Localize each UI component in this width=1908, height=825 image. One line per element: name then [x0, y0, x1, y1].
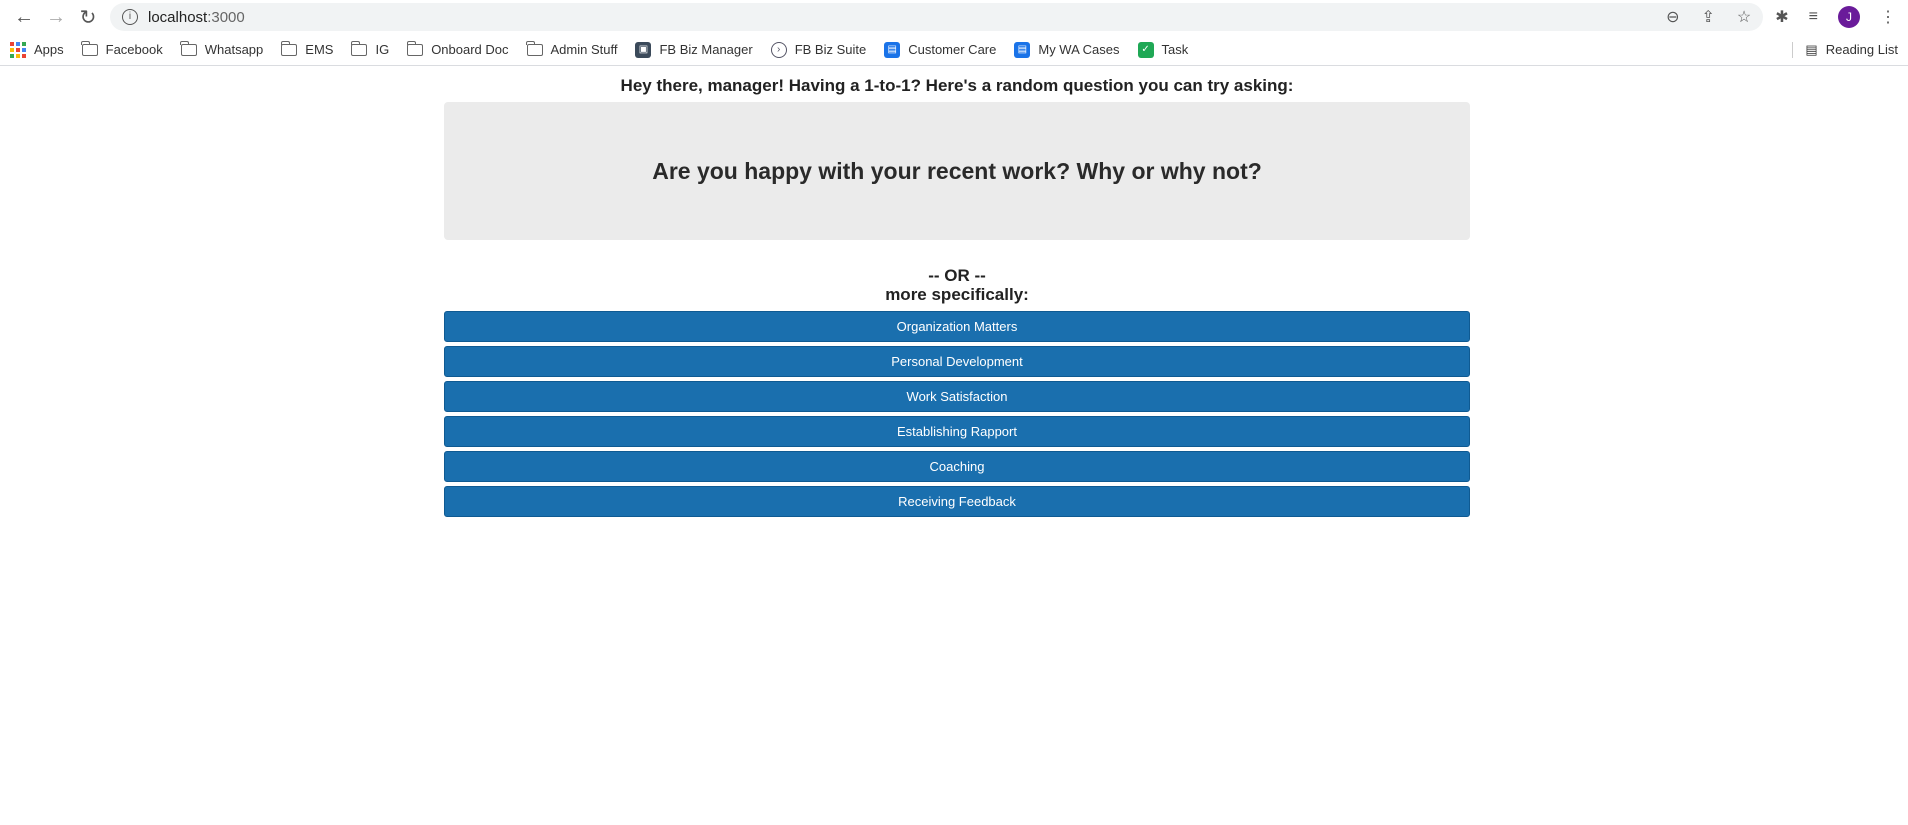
bookmark-ems[interactable]: EMS [280, 40, 334, 57]
bookmark-task[interactable]: ✓ Task [1137, 41, 1189, 58]
task-check-icon: ✓ [1137, 41, 1154, 58]
media-control-icon[interactable]: ≡ [1808, 8, 1818, 25]
bookmark-label: Whatsapp [204, 42, 264, 57]
random-question-card: Are you happy with your recent work? Why… [444, 102, 1470, 240]
or-label: -- OR -- [928, 266, 986, 285]
forward-icon[interactable]: → [46, 5, 66, 28]
bookmark-whatsapp[interactable]: Whatsapp [180, 40, 264, 57]
category-establishing-rapport-button[interactable]: Establishing Rapport [444, 416, 1470, 447]
bookmark-label: Admin Stuff [550, 42, 618, 57]
address-bar[interactable]: i localhost:3000 ⊖ ⇪ ☆ [110, 3, 1764, 31]
folder-icon [280, 40, 298, 56]
more-specifically-label: more specifically: [885, 285, 1029, 304]
bookmark-label: FB Biz Manager [659, 42, 753, 57]
bookmark-label: My WA Cases [1038, 42, 1120, 57]
reading-list-label: Reading List [1825, 42, 1898, 57]
bookmark-label: Facebook [105, 42, 163, 57]
url-port: :3000 [207, 8, 245, 26]
intro-text: Hey there, manager! Having a 1-to-1? Her… [620, 76, 1294, 95]
bookmark-fb-biz-suite[interactable]: › FB Biz Suite [770, 41, 867, 58]
category-personal-development-button[interactable]: Personal Development [444, 346, 1470, 377]
fb-biz-suite-icon: › [770, 41, 787, 58]
category-receiving-feedback-button[interactable]: Receiving Feedback [444, 486, 1470, 517]
random-question: Are you happy with your recent work? Why… [652, 157, 1262, 184]
bookmark-fb-biz-manager[interactable]: ▣ FB Biz Manager [635, 41, 753, 58]
menu-kebab-icon[interactable]: ⋮ [1880, 9, 1896, 26]
category-coaching-button[interactable]: Coaching [444, 451, 1470, 482]
page-content: Hey there, manager! Having a 1-to-1? Her… [444, 66, 1470, 521]
bookmark-admin-stuff[interactable]: Admin Stuff [526, 40, 618, 57]
reading-list-icon: ▤ [1805, 41, 1818, 57]
bookmark-label: EMS [305, 42, 334, 57]
folder-icon [350, 40, 368, 56]
bookmark-label: FB Biz Suite [794, 42, 867, 57]
bookmark-label: Customer Care [908, 42, 997, 57]
bookmark-star-icon[interactable]: ☆ [1736, 9, 1752, 26]
folder-icon [526, 40, 543, 56]
folder-icon [406, 40, 424, 56]
bookmark-facebook[interactable]: Facebook [81, 40, 163, 57]
bookmark-label: IG [375, 42, 390, 57]
bookmark-ig[interactable]: IG [350, 40, 390, 57]
fb-biz-manager-icon: ▣ [635, 41, 652, 58]
bookmark-label: Onboard Doc [431, 42, 509, 57]
bookmark-onboard-doc[interactable]: Onboard Doc [406, 40, 509, 57]
wa-cases-icon: ▤ [1014, 41, 1031, 58]
category-organization-matters-button[interactable]: Organization Matters [444, 311, 1470, 342]
reload-icon[interactable]: ↻ [79, 6, 97, 29]
share-icon[interactable]: ⇪ [1701, 9, 1715, 26]
folder-icon [81, 40, 98, 56]
or-divider: -- OR -- more specifically: [444, 266, 1470, 304]
folder-icon [180, 40, 197, 56]
category-work-satisfaction-button[interactable]: Work Satisfaction [444, 381, 1470, 412]
back-icon[interactable]: ← [14, 5, 34, 28]
bookmark-my-wa-cases[interactable]: ▤ My WA Cases [1014, 41, 1120, 58]
customer-care-icon: ▤ [884, 41, 901, 58]
reading-list-button[interactable]: ▤ Reading List [1792, 41, 1898, 58]
url-host: localhost [148, 8, 208, 26]
site-info-icon[interactable]: i [122, 9, 138, 25]
extensions-icon[interactable]: ✱ [1775, 9, 1789, 26]
apps-grid-icon [10, 41, 26, 58]
bookmark-customer-care[interactable]: ▤ Customer Care [884, 41, 997, 58]
category-buttons: Organization Matters Personal Developmen… [444, 311, 1470, 517]
profile-avatar[interactable]: J [1838, 6, 1860, 28]
bookmarks-bar: Apps Facebook Whatsapp EMS IG Onboard Do… [0, 34, 1908, 66]
bookmark-label: Apps [34, 42, 64, 57]
bookmark-apps[interactable]: Apps [10, 41, 64, 58]
zoom-out-icon[interactable]: ⊖ [1666, 9, 1680, 26]
bookmark-label: Task [1161, 42, 1189, 57]
browser-toolbar: ← → ↻ i localhost:3000 ⊖ ⇪ ☆ ✱ ≡ J ⋮ [0, 0, 1908, 34]
